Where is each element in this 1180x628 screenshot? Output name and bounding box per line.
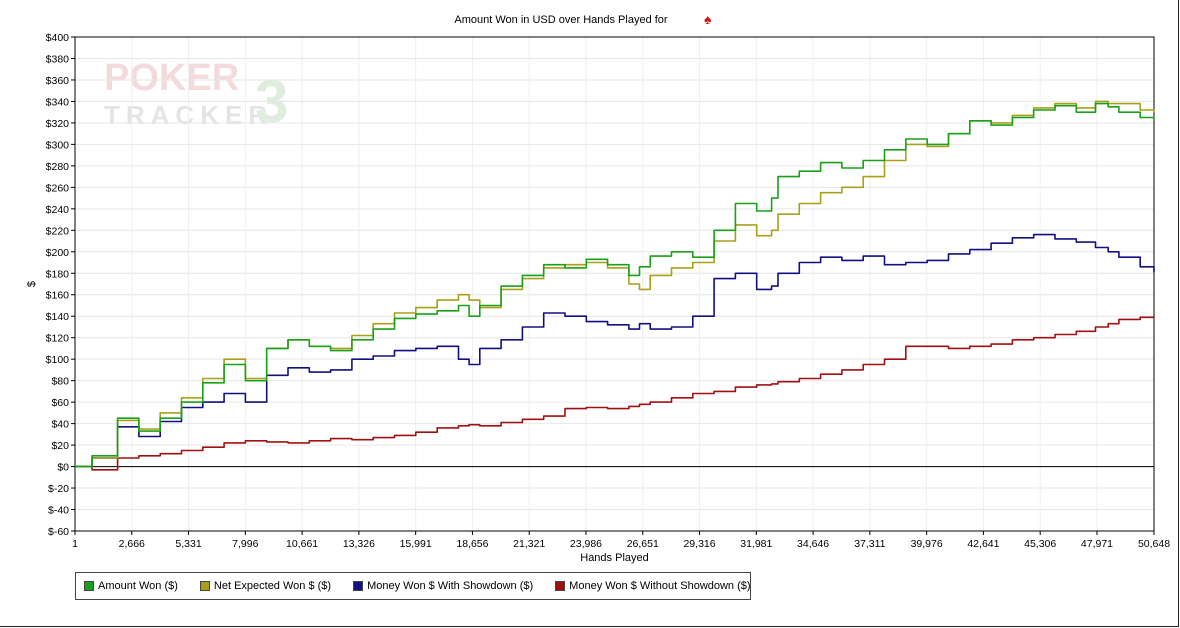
y-tick-label: $40 (51, 419, 69, 431)
x-tick-label: 26,651 (627, 538, 659, 550)
x-tick-label: 50,648 (1138, 538, 1170, 550)
y-tick-label: $-60 (48, 526, 69, 538)
y-tick-label: $340 (46, 96, 70, 108)
svg-text:POKER: POKER (104, 57, 239, 99)
x-tick-label: 21,321 (513, 538, 545, 550)
svg-text:TRACKER: TRACKER (104, 100, 273, 130)
legend-item: Net Expected Won $ ($) (199, 580, 332, 592)
series-line-1 (75, 100, 1155, 468)
y-tick-label: $60 (51, 397, 69, 409)
x-axis-ticks: 1 2,666 5,331 7,996 10,661 13,326 15,991 18,656… (72, 531, 1170, 550)
plot-area (74, 36, 1155, 532)
y-tick-label: $400 (46, 32, 70, 44)
x-tick-label: 42,641 (967, 538, 999, 550)
x-tick-label: 10,661 (286, 538, 318, 550)
x-tick-label: 18,656 (456, 538, 488, 550)
series-line-3 (75, 316, 1155, 471)
series-layer (75, 100, 1155, 471)
y-tick-label: $380 (46, 53, 70, 65)
x-tick-label: 29,316 (683, 538, 715, 550)
y-tick-label: $320 (46, 118, 70, 130)
x-tick-label: 5,331 (175, 538, 201, 550)
y-tick-label: $300 (46, 139, 70, 151)
y-tick-label: $220 (46, 225, 70, 237)
y-axis-ticks: $-60 $-40 $-20 $0 $20 $40 $60 $80 $100 $120 $140 $1… (46, 32, 75, 538)
x-tick-label: 23,986 (570, 538, 602, 550)
x-tick-label: 15,991 (400, 538, 432, 550)
chart-title: Amount Won in USD over Hands Played for (454, 14, 668, 26)
legend-swatch (555, 581, 566, 591)
y-tick-label: $240 (46, 204, 70, 216)
y-tick-label: $80 (51, 376, 69, 388)
legend-label: Money Won $ Without Showdown ($) (569, 580, 751, 592)
legend-swatch (84, 581, 94, 591)
y-tick-label: $0 (57, 462, 69, 474)
y-tick-label: $200 (46, 247, 70, 259)
x-tick-label: 7,996 (232, 538, 258, 550)
y-tick-label: $360 (46, 75, 70, 87)
x-tick-label: 31,981 (740, 538, 772, 550)
x-tick-label: 1 (72, 538, 78, 550)
y-tick-label: $140 (46, 311, 70, 323)
legend-item: Amount Won ($) (84, 580, 178, 592)
series-line-2 (75, 233, 1155, 468)
spade-icon: ♠ (704, 11, 712, 27)
x-tick-label: 2,666 (119, 538, 145, 550)
y-tick-label: $180 (46, 268, 70, 280)
legend-swatch (353, 581, 364, 591)
x-tick-label: 13,326 (343, 538, 375, 550)
y-tick-label: $100 (46, 354, 70, 366)
series-line-0 (75, 102, 1155, 468)
x-axis-label: Hands Played (580, 552, 649, 564)
y-tick-label: $260 (46, 182, 70, 194)
x-tick-label: 39,976 (911, 538, 943, 550)
y-tick-label: $280 (46, 161, 70, 173)
y-tick-label: $-20 (48, 483, 69, 495)
y-tick-label: $20 (51, 440, 69, 452)
y-tick-label: $160 (46, 290, 70, 302)
x-tick-label: 47,971 (1081, 538, 1113, 550)
legend-label: Money Won $ With Showdown ($) (367, 580, 534, 592)
legend-label: Amount Won ($) (98, 580, 178, 592)
legend-item: Money Won $ Without Showdown ($) (555, 580, 751, 592)
y-tick-label: $-40 (48, 505, 69, 517)
x-tick-label: 34,646 (797, 538, 829, 550)
legend: Amount Won ($) Net Expected Won $ ($) Mone… (75, 572, 751, 600)
x-tick-label: 45,306 (1024, 538, 1056, 550)
legend-label: Net Expected Won $ ($) (213, 580, 332, 592)
x-tick-label: 37,311 (854, 538, 885, 550)
y-tick-label: $120 (46, 333, 70, 345)
y-axis-label: $ (26, 281, 38, 287)
legend-item: Money Won $ With Showdown ($) (353, 580, 533, 592)
legend-swatch (199, 581, 210, 591)
